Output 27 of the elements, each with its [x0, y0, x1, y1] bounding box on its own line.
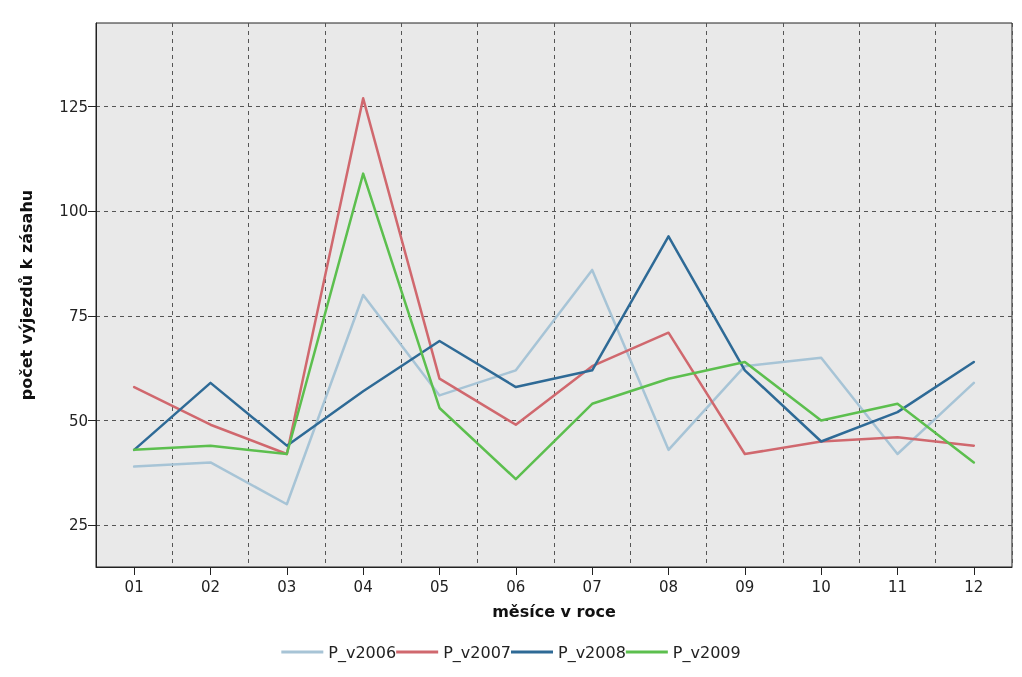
x-tick-label: 04	[353, 577, 373, 596]
x-tick-label: 09	[735, 577, 755, 596]
legend-label: P_v2009	[672, 642, 741, 663]
line-series	[132, 172, 976, 481]
legend-label: P_v2008	[558, 642, 626, 663]
line-series	[132, 268, 976, 506]
x-tick-label: 11	[887, 577, 908, 596]
x-tick-label: 03	[277, 577, 297, 596]
y-tick-label: 125	[59, 97, 88, 116]
y-axis-title: počet výjezdů k zásahu	[16, 189, 36, 401]
line-series	[132, 235, 976, 452]
line-series	[132, 97, 976, 456]
y-tick-label: 75	[68, 306, 88, 325]
x-tick-label: 10	[811, 577, 831, 596]
x-tick-label: 02	[200, 577, 221, 596]
x-axis-title: měsíce v roce	[492, 601, 616, 621]
x-tick-label: 06	[506, 577, 526, 596]
y-tick-label: 25	[68, 516, 88, 535]
legend-label: P_v2006	[328, 642, 397, 663]
x-tick-label: 05	[429, 577, 450, 596]
x-tick-label: 12	[964, 577, 984, 596]
x-tick-label: 07	[582, 577, 602, 596]
x-tick-label: 01	[124, 577, 144, 596]
x-tick-label: 08	[658, 577, 679, 596]
y-tick-label: 50	[68, 411, 88, 430]
legend-label: P_v2007	[443, 642, 512, 663]
y-tick-label: 100	[59, 202, 88, 221]
